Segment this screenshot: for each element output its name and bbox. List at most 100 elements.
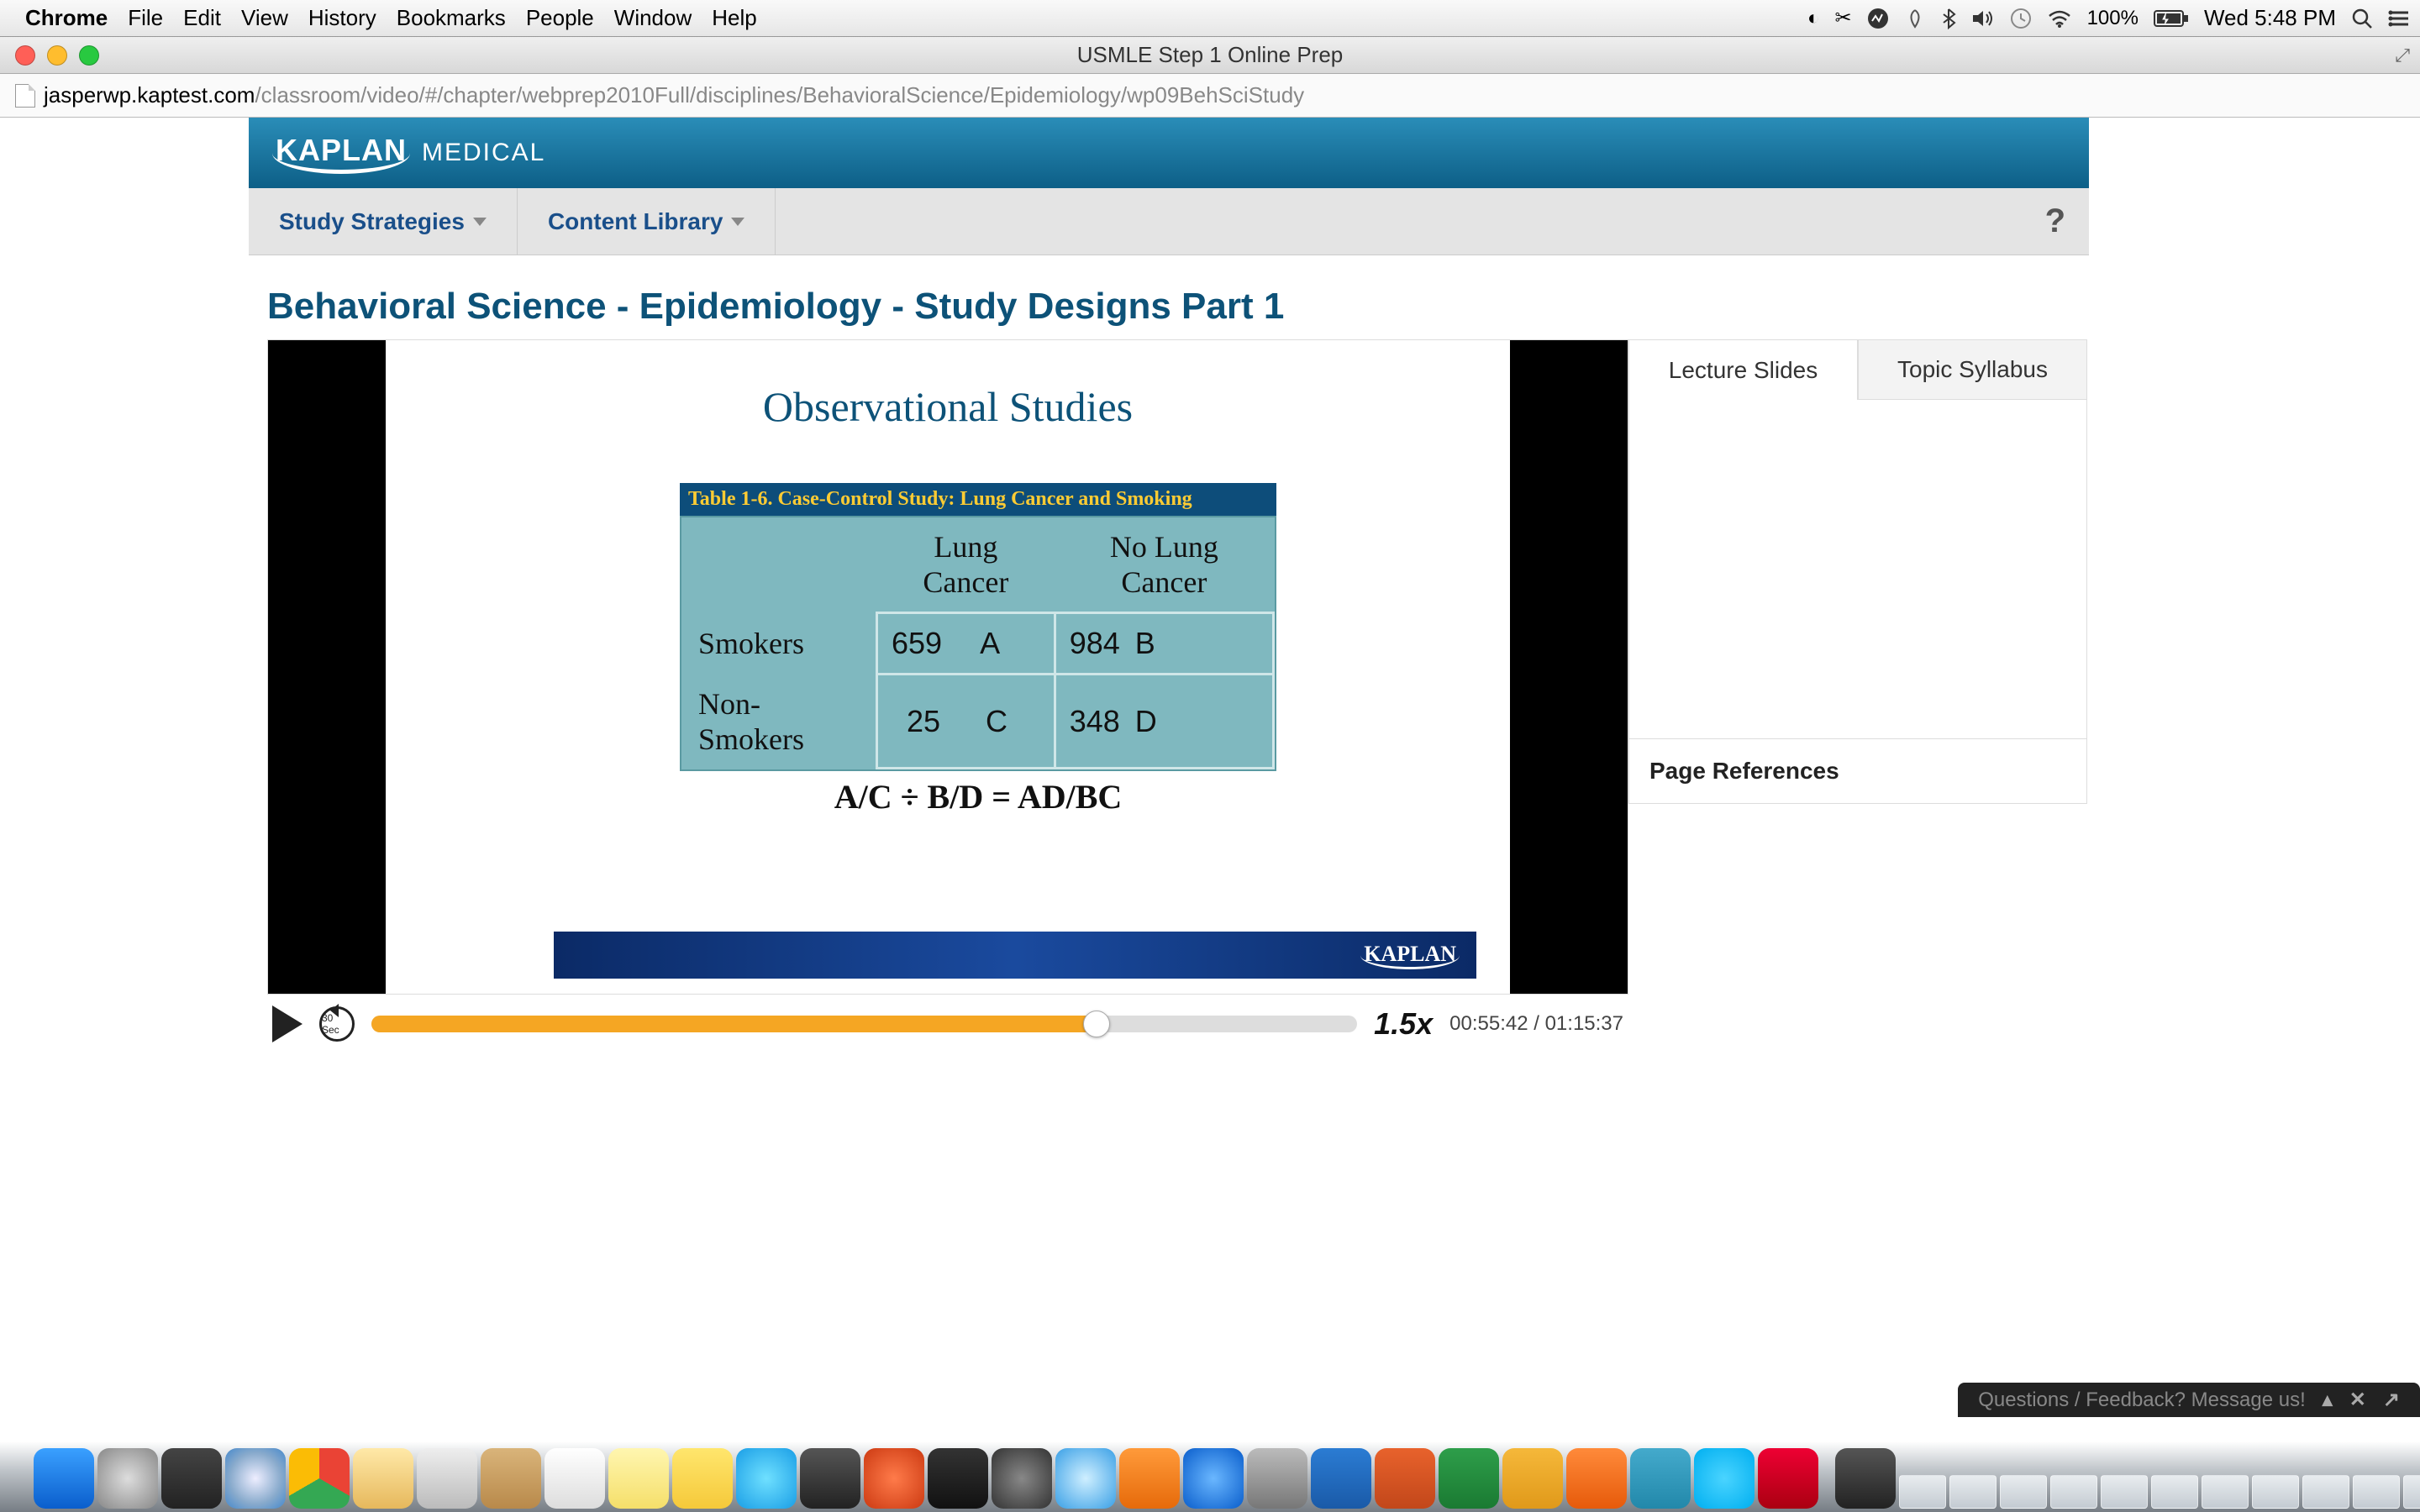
feedback-close-icon[interactable]: ✕ [2349, 1388, 2366, 1412]
battery-icon[interactable] [2154, 10, 2189, 27]
tab-topic-syllabus[interactable]: Topic Syllabus [1858, 339, 2087, 400]
dock-powerpoint[interactable] [1375, 1448, 1435, 1509]
nav-study-strategies[interactable]: Study Strategies [249, 188, 518, 255]
dock-acrobat[interactable] [1758, 1448, 1818, 1509]
feedback-tab[interactable]: Questions / Feedback? Message us! ▴ ✕ ↗ [1958, 1383, 2420, 1417]
dock-appstore-old[interactable] [353, 1448, 413, 1509]
dock-minimized-window[interactable] [2202, 1475, 2249, 1509]
dock-preview[interactable] [1630, 1448, 1691, 1509]
dock-utilities[interactable] [1835, 1448, 1896, 1509]
menu-window[interactable]: Window [614, 5, 692, 31]
dock-minimized-window[interactable] [2403, 1475, 2420, 1509]
progress-knob[interactable] [1083, 1011, 1110, 1037]
menu-edit[interactable]: Edit [183, 5, 221, 31]
feedback-min-icon[interactable]: ▴ [2323, 1388, 2333, 1412]
notification-center-icon[interactable] [2388, 9, 2410, 28]
dock-launchpad[interactable] [97, 1448, 158, 1509]
spotlight-icon[interactable] [2351, 8, 2373, 29]
tab-lecture-slides[interactable]: Lecture Slides [1628, 339, 1858, 400]
window-titlebar: USMLE Step 1 Online Prep ⤢ [0, 37, 2420, 74]
row-label-2: Non-Smokers [681, 675, 876, 769]
menu-history[interactable]: History [308, 5, 376, 31]
dock-photobooth[interactable] [864, 1448, 924, 1509]
playback-speed[interactable]: 1.5x [1374, 1006, 1433, 1042]
dock-minimized-window[interactable] [2353, 1475, 2400, 1509]
back-30-button[interactable]: 30 Sec [319, 1006, 355, 1042]
status-icon-3[interactable] [1867, 8, 1889, 29]
dock-minimized-window[interactable] [2050, 1475, 2097, 1509]
slide-footer: KAPLAN [554, 932, 1476, 979]
dock-finder[interactable] [34, 1448, 94, 1509]
nav-label: Study Strategies [279, 208, 465, 235]
dock-minimized-window[interactable] [1899, 1475, 1946, 1509]
address-bar[interactable]: jasperwp.kaptest.com/classroom/video/#/c… [0, 74, 2420, 118]
status-icon-2[interactable]: ✂ [1834, 6, 1851, 30]
menu-view[interactable]: View [241, 5, 288, 31]
menu-help[interactable]: Help [712, 5, 756, 31]
status-icon-leaf[interactable] [1904, 8, 1926, 29]
slide-title: Observational Studies [386, 382, 1510, 431]
dock-facetime[interactable] [800, 1448, 860, 1509]
feedback-expand-icon[interactable]: ↗ [2383, 1388, 2400, 1412]
kaplan-logo[interactable]: KAPLAN MEDICAL [272, 133, 545, 174]
kaplan-header: KAPLAN MEDICAL [249, 118, 2089, 188]
video-player: Observational Studies Table 1-6. Case-Co… [267, 339, 1628, 995]
dock-itunes[interactable] [1055, 1448, 1116, 1509]
dock-vlc[interactable] [1566, 1448, 1627, 1509]
dock-minimized-window[interactable] [2252, 1475, 2299, 1509]
volume-icon[interactable] [1971, 8, 1995, 29]
dock-skype[interactable] [1694, 1448, 1754, 1509]
dock-minimized-window[interactable] [2302, 1475, 2349, 1509]
menu-bookmarks[interactable]: Bookmarks [397, 5, 506, 31]
timemachine-icon[interactable] [2010, 8, 2032, 29]
progress-bar[interactable] [371, 1016, 1357, 1032]
dock-iphoto[interactable] [928, 1448, 988, 1509]
slide-footer-logo: KAPLAN [1360, 942, 1460, 969]
col-header-2: No Lung Cancer [1055, 517, 1273, 613]
dock-reminders[interactable] [544, 1448, 605, 1509]
feedback-label: Questions / Feedback? Message us! [1978, 1389, 2306, 1412]
sidebar-section[interactable]: Page References [1628, 739, 2087, 804]
slide-table: Table 1-6. Case-Control Study: Lung Canc… [680, 483, 1276, 771]
dock-mission[interactable] [161, 1448, 222, 1509]
nav-label: Content Library [548, 208, 723, 235]
wifi-icon[interactable] [2047, 9, 2072, 28]
dock-notes[interactable] [608, 1448, 669, 1509]
dock-safari[interactable] [225, 1448, 286, 1509]
col-header-1: Lung Cancer [876, 517, 1055, 613]
dock-minimized-window[interactable] [2151, 1475, 2198, 1509]
dock-minimized-window[interactable] [2101, 1475, 2148, 1509]
menu-file[interactable]: File [128, 5, 163, 31]
dock-mail[interactable] [417, 1448, 477, 1509]
dock-word[interactable] [1311, 1448, 1371, 1509]
dock-minimized-window[interactable] [1949, 1475, 1996, 1509]
app-name[interactable]: Chrome [25, 5, 108, 31]
bluetooth-icon[interactable] [1941, 8, 1956, 29]
mac-menubar: Chrome File Edit View History Bookmarks … [0, 0, 2420, 37]
dock-ibooks[interactable] [1119, 1448, 1180, 1509]
dock-appstore[interactable] [1183, 1448, 1244, 1509]
dock-minimized-window[interactable] [2000, 1475, 2047, 1509]
page-content: KAPLAN MEDICAL Study Strategies Content … [0, 118, 2420, 1441]
dock-sysprefs[interactable] [1247, 1448, 1307, 1509]
dock-onenote[interactable] [1502, 1448, 1563, 1509]
status-icon-1[interactable]: ◐ [1807, 7, 1820, 30]
menu-people[interactable]: People [526, 5, 594, 31]
dock-aperture[interactable] [992, 1448, 1052, 1509]
dock-excel[interactable] [1439, 1448, 1499, 1509]
dock-contacts[interactable] [481, 1448, 541, 1509]
kaplan-nav: Study Strategies Content Library ? [249, 188, 2089, 255]
help-button[interactable]: ? [2045, 202, 2065, 240]
dock-stickies[interactable] [672, 1448, 733, 1509]
cell-a: 659 A [876, 613, 1055, 675]
cell-b: 984 B [1055, 613, 1273, 675]
dock-messages[interactable] [736, 1448, 797, 1509]
battery-pct: 100% [2087, 7, 2139, 30]
slide-formula: A/C ÷ B/D = AD/BC [680, 777, 1276, 816]
nav-content-library[interactable]: Content Library [518, 188, 776, 255]
dock-chrome[interactable] [289, 1448, 350, 1509]
window-title: USMLE Step 1 Online Prep [0, 42, 2420, 68]
play-button[interactable] [272, 1005, 302, 1042]
menubar-clock[interactable]: Wed 5:48 PM [2204, 5, 2336, 31]
page-icon [15, 84, 35, 108]
